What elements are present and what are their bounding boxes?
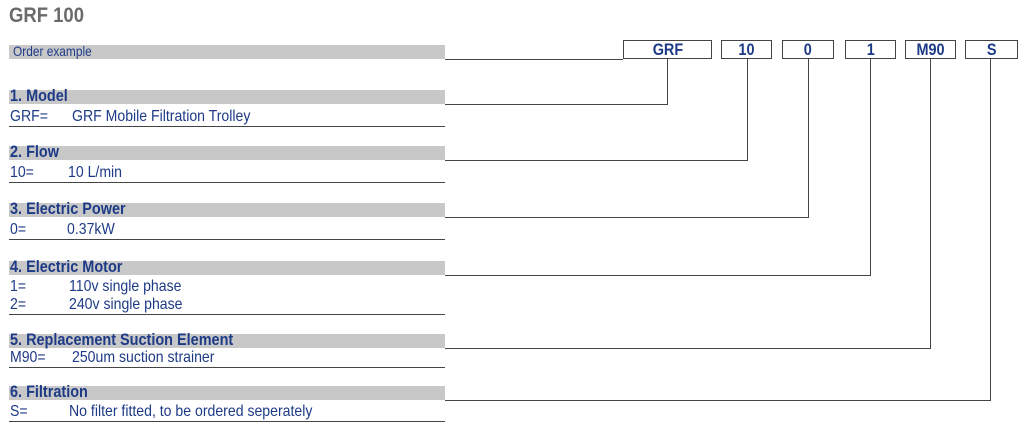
section-flow-heading: 2. Flow (9, 142, 445, 161)
connector-line (445, 160, 748, 161)
code-box-motor: 1 (845, 40, 896, 59)
connector-line (445, 275, 871, 276)
connector-line (930, 59, 931, 348)
section-power-heading: 3. Electric Power (9, 199, 445, 218)
option-row: 10= 10 L/min (9, 164, 445, 183)
connector-line (445, 104, 668, 105)
code-box-power: 0 (782, 40, 834, 59)
code-box-filtration: S (965, 40, 1018, 59)
section-filtration-heading: 6. Filtration (9, 382, 445, 401)
connector-line (990, 59, 991, 400)
section-model-heading: 1. Model (9, 86, 445, 105)
connector-line (445, 348, 931, 349)
connector-line (870, 59, 871, 275)
section-motor-heading: 4. Electric Motor (9, 257, 445, 276)
page-title: GRF 100 (9, 4, 84, 27)
connector-line (747, 59, 748, 160)
connector-line (445, 217, 809, 218)
option-row: S= No filter fitted, to be ordered sepera… (9, 403, 445, 422)
section-element-heading: 5. Replacement Suction Element (9, 330, 445, 349)
connector-line (445, 400, 991, 401)
connector-line (445, 59, 623, 60)
option-row: M90= 250um suction strainer (9, 349, 445, 368)
option-row: 0= 0.37kW (9, 221, 445, 240)
option-row: 2= 240v single phase (9, 296, 445, 315)
order-example-bar: Order example (9, 43, 445, 59)
connector-line (808, 59, 809, 217)
code-box-flow: 10 (721, 40, 772, 59)
code-box-model: GRF (623, 40, 712, 59)
option-row: GRF= GRF Mobile Filtration Trolley (9, 108, 445, 127)
code-box-element: M90 (905, 40, 956, 59)
order-example-label: Order example (13, 43, 92, 59)
connector-line (667, 59, 668, 104)
